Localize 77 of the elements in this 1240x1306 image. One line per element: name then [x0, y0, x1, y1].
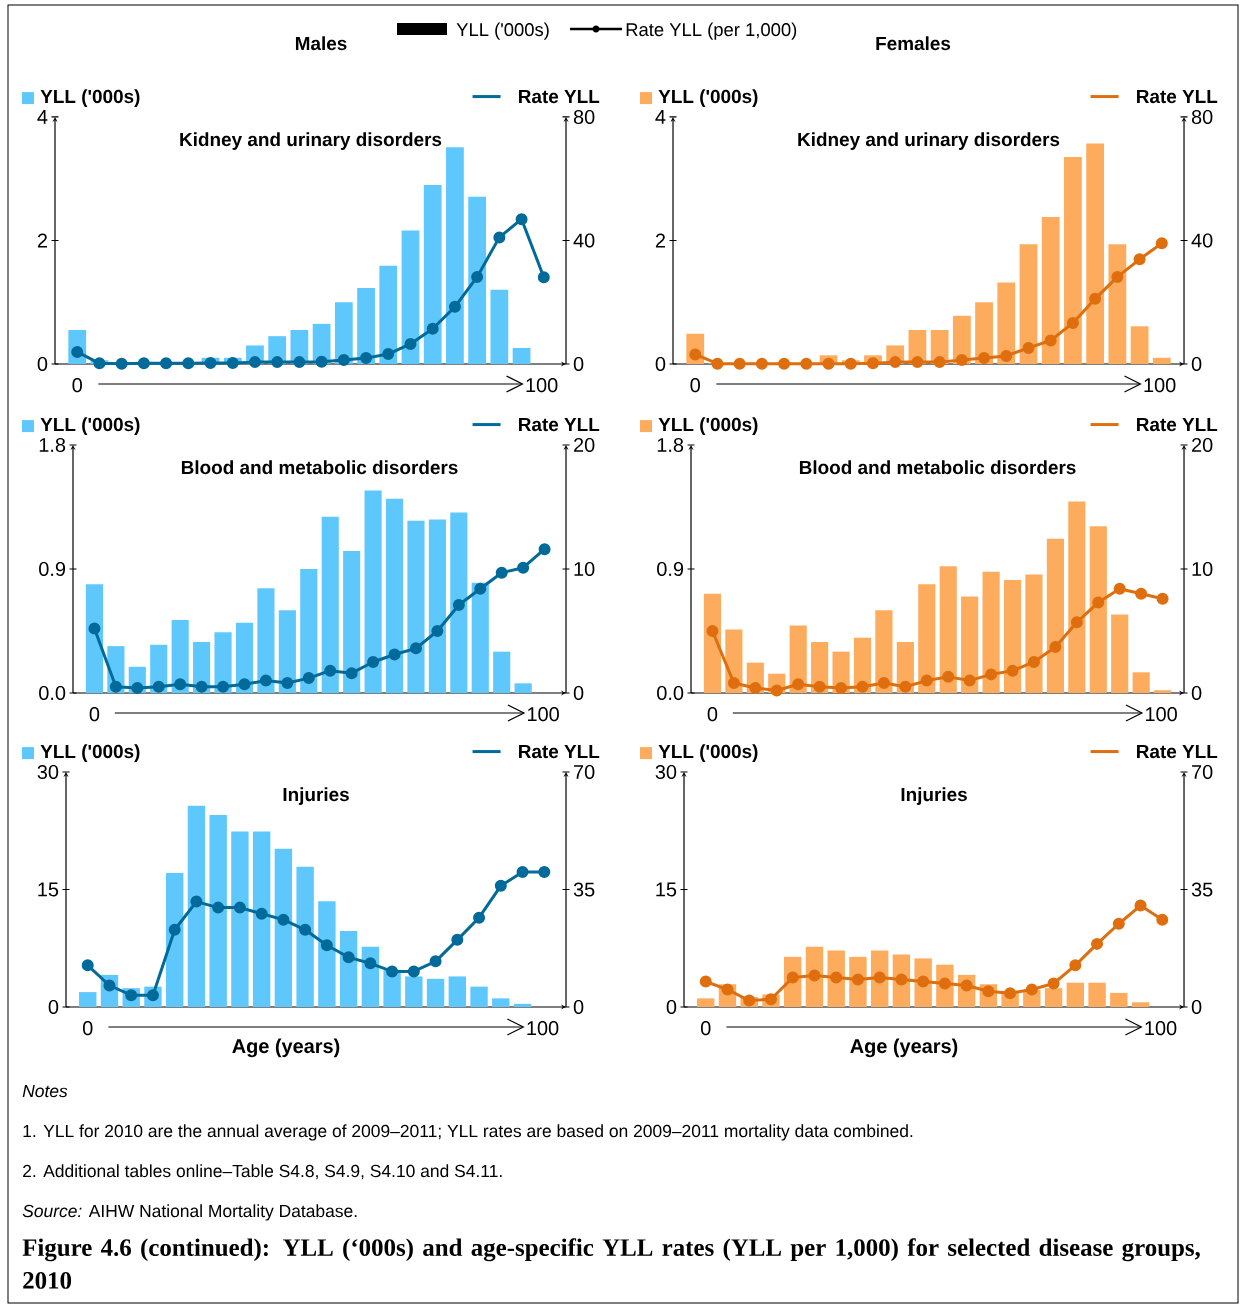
- y2-tick-label: 10: [1192, 561, 1213, 577]
- legend-label: YLL ('000s): [40, 89, 140, 107]
- y2-tick-label: 35: [573, 882, 595, 897]
- legend-label: Rate YLL: [1137, 417, 1218, 432]
- legend-label: Rate YLL: [519, 417, 600, 432]
- legend-label: Rate YLL: [1137, 89, 1218, 104]
- text: 0: [72, 378, 82, 393]
- legend-label: YLL ('000s): [658, 417, 758, 435]
- legend-label: YLL ('000s): [40, 744, 140, 762]
- y2-tick-label: 0: [573, 356, 584, 372]
- y-tick-label: 30: [655, 764, 677, 780]
- y2-tick-label: 20: [574, 437, 595, 453]
- y-tick-label: 0.9: [39, 561, 66, 577]
- y-tick-label: 4: [37, 110, 48, 124]
- y-tick-label: 0.9: [657, 561, 684, 577]
- text: 2. Additional tables online–Table S4.8, S4.9, S4.10 and S4.11.: [23, 1164, 502, 1180]
- y2-tick-label: 20: [1192, 437, 1213, 453]
- y2-tick-label: 40: [573, 233, 595, 248]
- y2-tick-label: 0: [573, 999, 584, 1015]
- y2-tick-label: 10: [574, 561, 595, 577]
- y-tick-label: 30: [37, 764, 59, 780]
- y-tick-label: 15: [38, 882, 59, 897]
- text: Kidney and urinary disorders: [798, 132, 1060, 150]
- text: Notes: [22, 1084, 68, 1098]
- text: 1. YLL for 2010 are the annual average of 2009–2011; YLL rates are based on 2009–2011 mortality data combined.: [23, 1124, 913, 1141]
- text: 100: [1145, 1021, 1177, 1036]
- y-tick-label: 0: [37, 356, 48, 372]
- text: Rate YLL (per 1,000): [626, 22, 797, 40]
- text: Kidney and urinary disorders: [180, 132, 442, 150]
- y2-tick-label: 35: [1191, 882, 1213, 897]
- text: Source: AIHW National Mortality Database.: [22, 1204, 357, 1221]
- y-tick-label: 2: [655, 233, 665, 248]
- y-tick-label: 15: [656, 882, 677, 897]
- caption: Figure 4.6 (continued): YLL (‘000s) and age-specific YLL rates (YLL per 1,000) for selected disease groups, 2010: [22, 1238, 1200, 1289]
- text: 0: [690, 378, 700, 393]
- y2-tick-label: 0: [1191, 356, 1202, 372]
- text: Injuries: [283, 787, 349, 805]
- legend-label: YLL ('000s): [658, 744, 758, 762]
- y-tick-label: 1.8: [657, 437, 684, 453]
- y-tick-label: 0.0: [657, 685, 684, 701]
- text: Injuries: [901, 787, 967, 805]
- y-tick-label: 0.0: [39, 685, 66, 701]
- text: 0: [82, 1021, 93, 1036]
- text: 100: [1146, 707, 1177, 722]
- legend-label: YLL ('000s): [40, 417, 140, 435]
- legend-label: Rate YLL: [519, 89, 600, 104]
- text: 100: [526, 378, 558, 393]
- text: Blood and metabolic disorders: [799, 460, 1076, 475]
- legend-label: Rate YLL: [1137, 744, 1218, 759]
- y2-tick-label: 40: [1191, 233, 1213, 248]
- legend-label: YLL ('000s): [658, 89, 758, 107]
- y2-tick-label: 70: [574, 764, 595, 780]
- text: 100: [1144, 378, 1176, 393]
- y2-tick-label: 0: [1191, 685, 1202, 701]
- y2-tick-label: 70: [1192, 764, 1213, 780]
- y2-tick-label: 0: [573, 685, 584, 701]
- y-tick-label: 0: [666, 999, 677, 1015]
- y-tick-label: 4: [655, 110, 666, 124]
- x-axis-title: Age (years): [850, 1038, 958, 1058]
- y2-tick-label: 0: [1191, 999, 1202, 1015]
- text: Females: [876, 36, 951, 51]
- text: 100: [527, 707, 559, 722]
- y-tick-label: 2: [37, 233, 47, 248]
- y2-tick-label: 80: [573, 109, 595, 125]
- legend-label: Rate YLL: [519, 744, 600, 759]
- text: YLL ('000s): [456, 22, 549, 40]
- text: 0: [707, 707, 718, 722]
- y-tick-label: 1.8: [39, 437, 66, 453]
- y-tick-label: 0: [655, 356, 666, 372]
- text: 0: [700, 1021, 711, 1036]
- x-axis-title: Age (years): [232, 1038, 340, 1058]
- y-tick-label: 0: [48, 999, 59, 1015]
- y2-tick-label: 80: [1191, 109, 1213, 125]
- text: Blood and metabolic disorders: [181, 460, 458, 475]
- text: 0: [89, 707, 100, 722]
- text: Males: [295, 36, 347, 51]
- text: 100: [527, 1021, 559, 1036]
